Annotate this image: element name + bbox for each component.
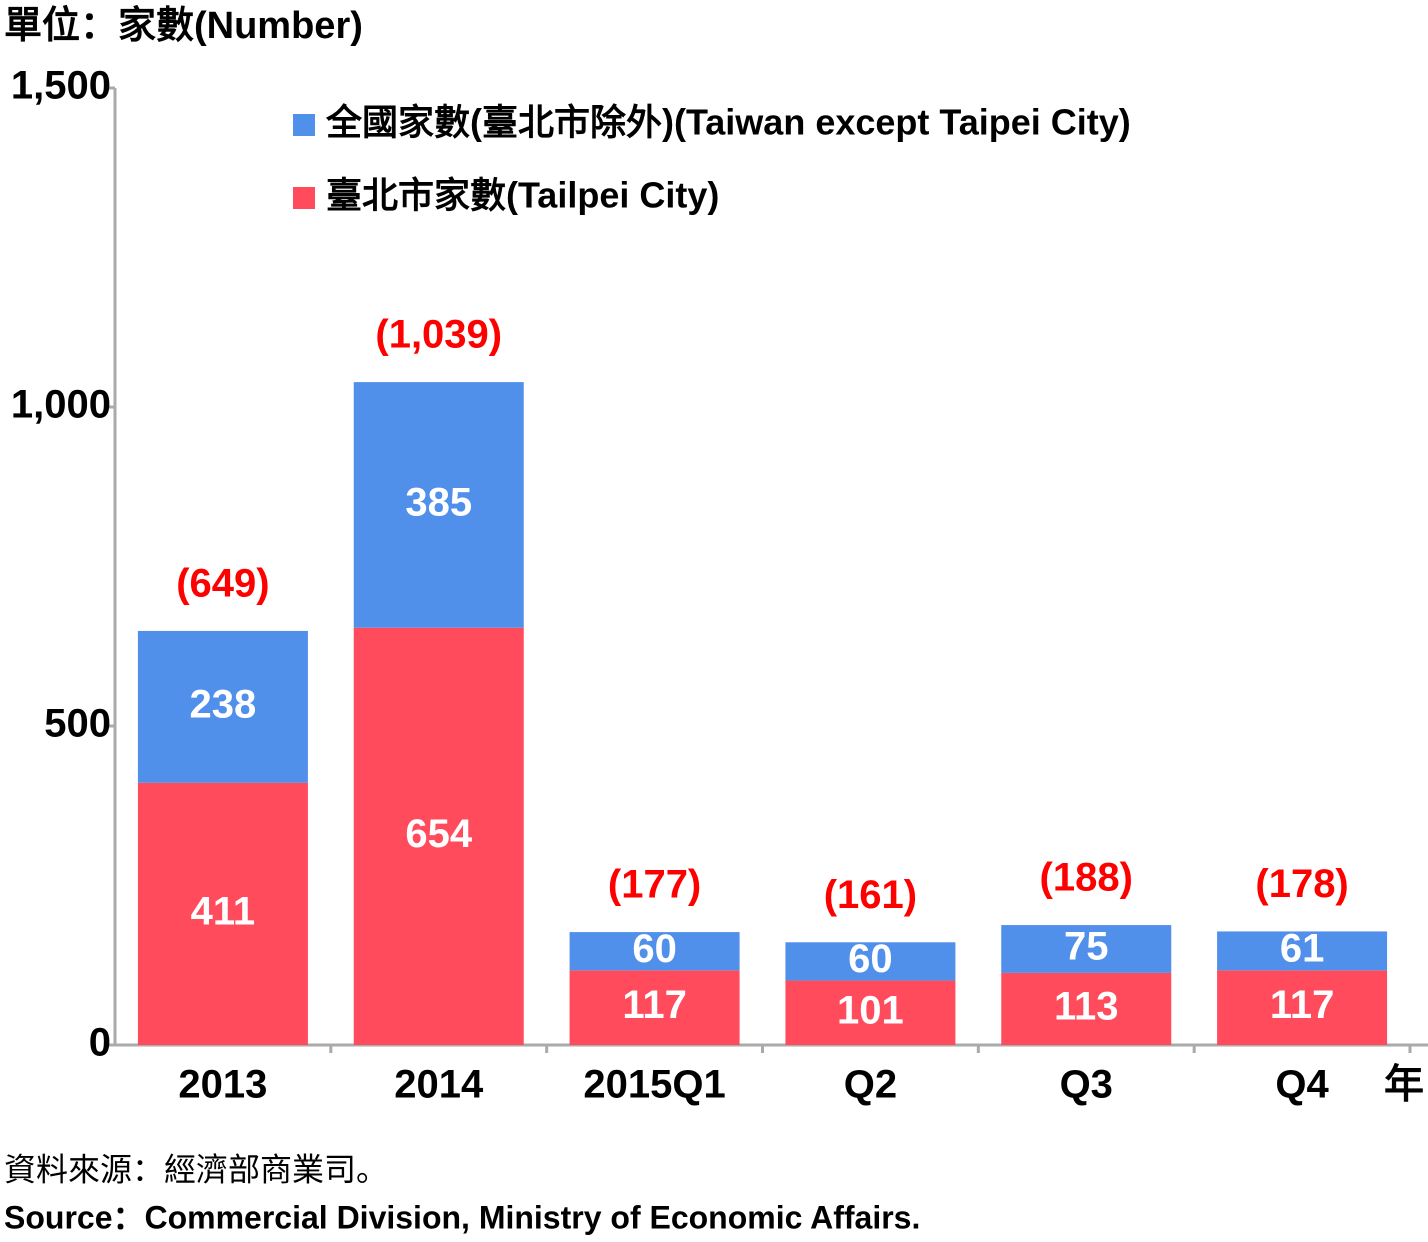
x-tick-label: 2013 (178, 1063, 267, 1107)
data-label: 117 (622, 983, 687, 1027)
bar-segment (569, 970, 740, 1045)
bar-segment (1001, 972, 1172, 1045)
data-label: 101 (837, 988, 904, 1032)
unit-label: 單位：家數(Number) (4, 5, 363, 47)
data-label: 60 (848, 937, 893, 981)
bar-segment (1001, 925, 1172, 973)
legend-swatch (293, 187, 315, 209)
data-label: 61 (1280, 926, 1325, 970)
bar-segment (569, 932, 740, 971)
total-label: (1,039) (375, 313, 502, 357)
y-tick-label: 1,500 (11, 64, 111, 108)
total-label: (178) (1255, 862, 1348, 906)
source-line: Source：Commercial Division, Ministry of … (4, 1199, 920, 1235)
y-tick-label: 1,000 (11, 383, 111, 427)
x-suffix: 年 (1384, 1063, 1424, 1107)
data-label: 113 (1054, 985, 1119, 1029)
source-line: 資料來源：經濟部商業司。 (4, 1151, 388, 1187)
x-tick-label: Q2 (844, 1063, 897, 1107)
data-label: 385 (405, 480, 472, 524)
total-label: (188) (1040, 856, 1133, 900)
data-label: 411 (191, 889, 256, 933)
data-label: 238 (190, 682, 257, 726)
x-tick-label: 2015Q1 (583, 1063, 725, 1107)
total-label: (161) (824, 873, 917, 917)
y-tick-label: 0 (89, 1021, 111, 1065)
data-label: 75 (1064, 925, 1109, 969)
total-label: (649) (176, 562, 269, 606)
bar-segment (1217, 931, 1388, 971)
legend-label: 全國家數(臺北市除外)(Taiwan except Taipei City) (325, 102, 1131, 143)
x-tick-label: Q4 (1275, 1063, 1329, 1107)
legend-swatch (293, 114, 315, 136)
data-label: 654 (405, 812, 472, 856)
y-tick-label: 500 (44, 702, 111, 746)
bar-segment (785, 942, 956, 981)
total-label: (177) (608, 863, 701, 907)
x-tick-label: Q3 (1060, 1063, 1113, 1107)
x-tick-label: 2014 (394, 1063, 484, 1107)
bar-segment (353, 627, 524, 1045)
legend-label: 臺北市家數(Tailpei City) (326, 175, 719, 216)
data-label: 60 (632, 927, 677, 971)
bar-segment (1217, 970, 1388, 1045)
data-label: 117 (1270, 983, 1335, 1027)
bar-segment (785, 980, 956, 1045)
bar-segment (137, 782, 308, 1045)
bar-segment (137, 630, 308, 783)
bar-segment (353, 382, 524, 628)
